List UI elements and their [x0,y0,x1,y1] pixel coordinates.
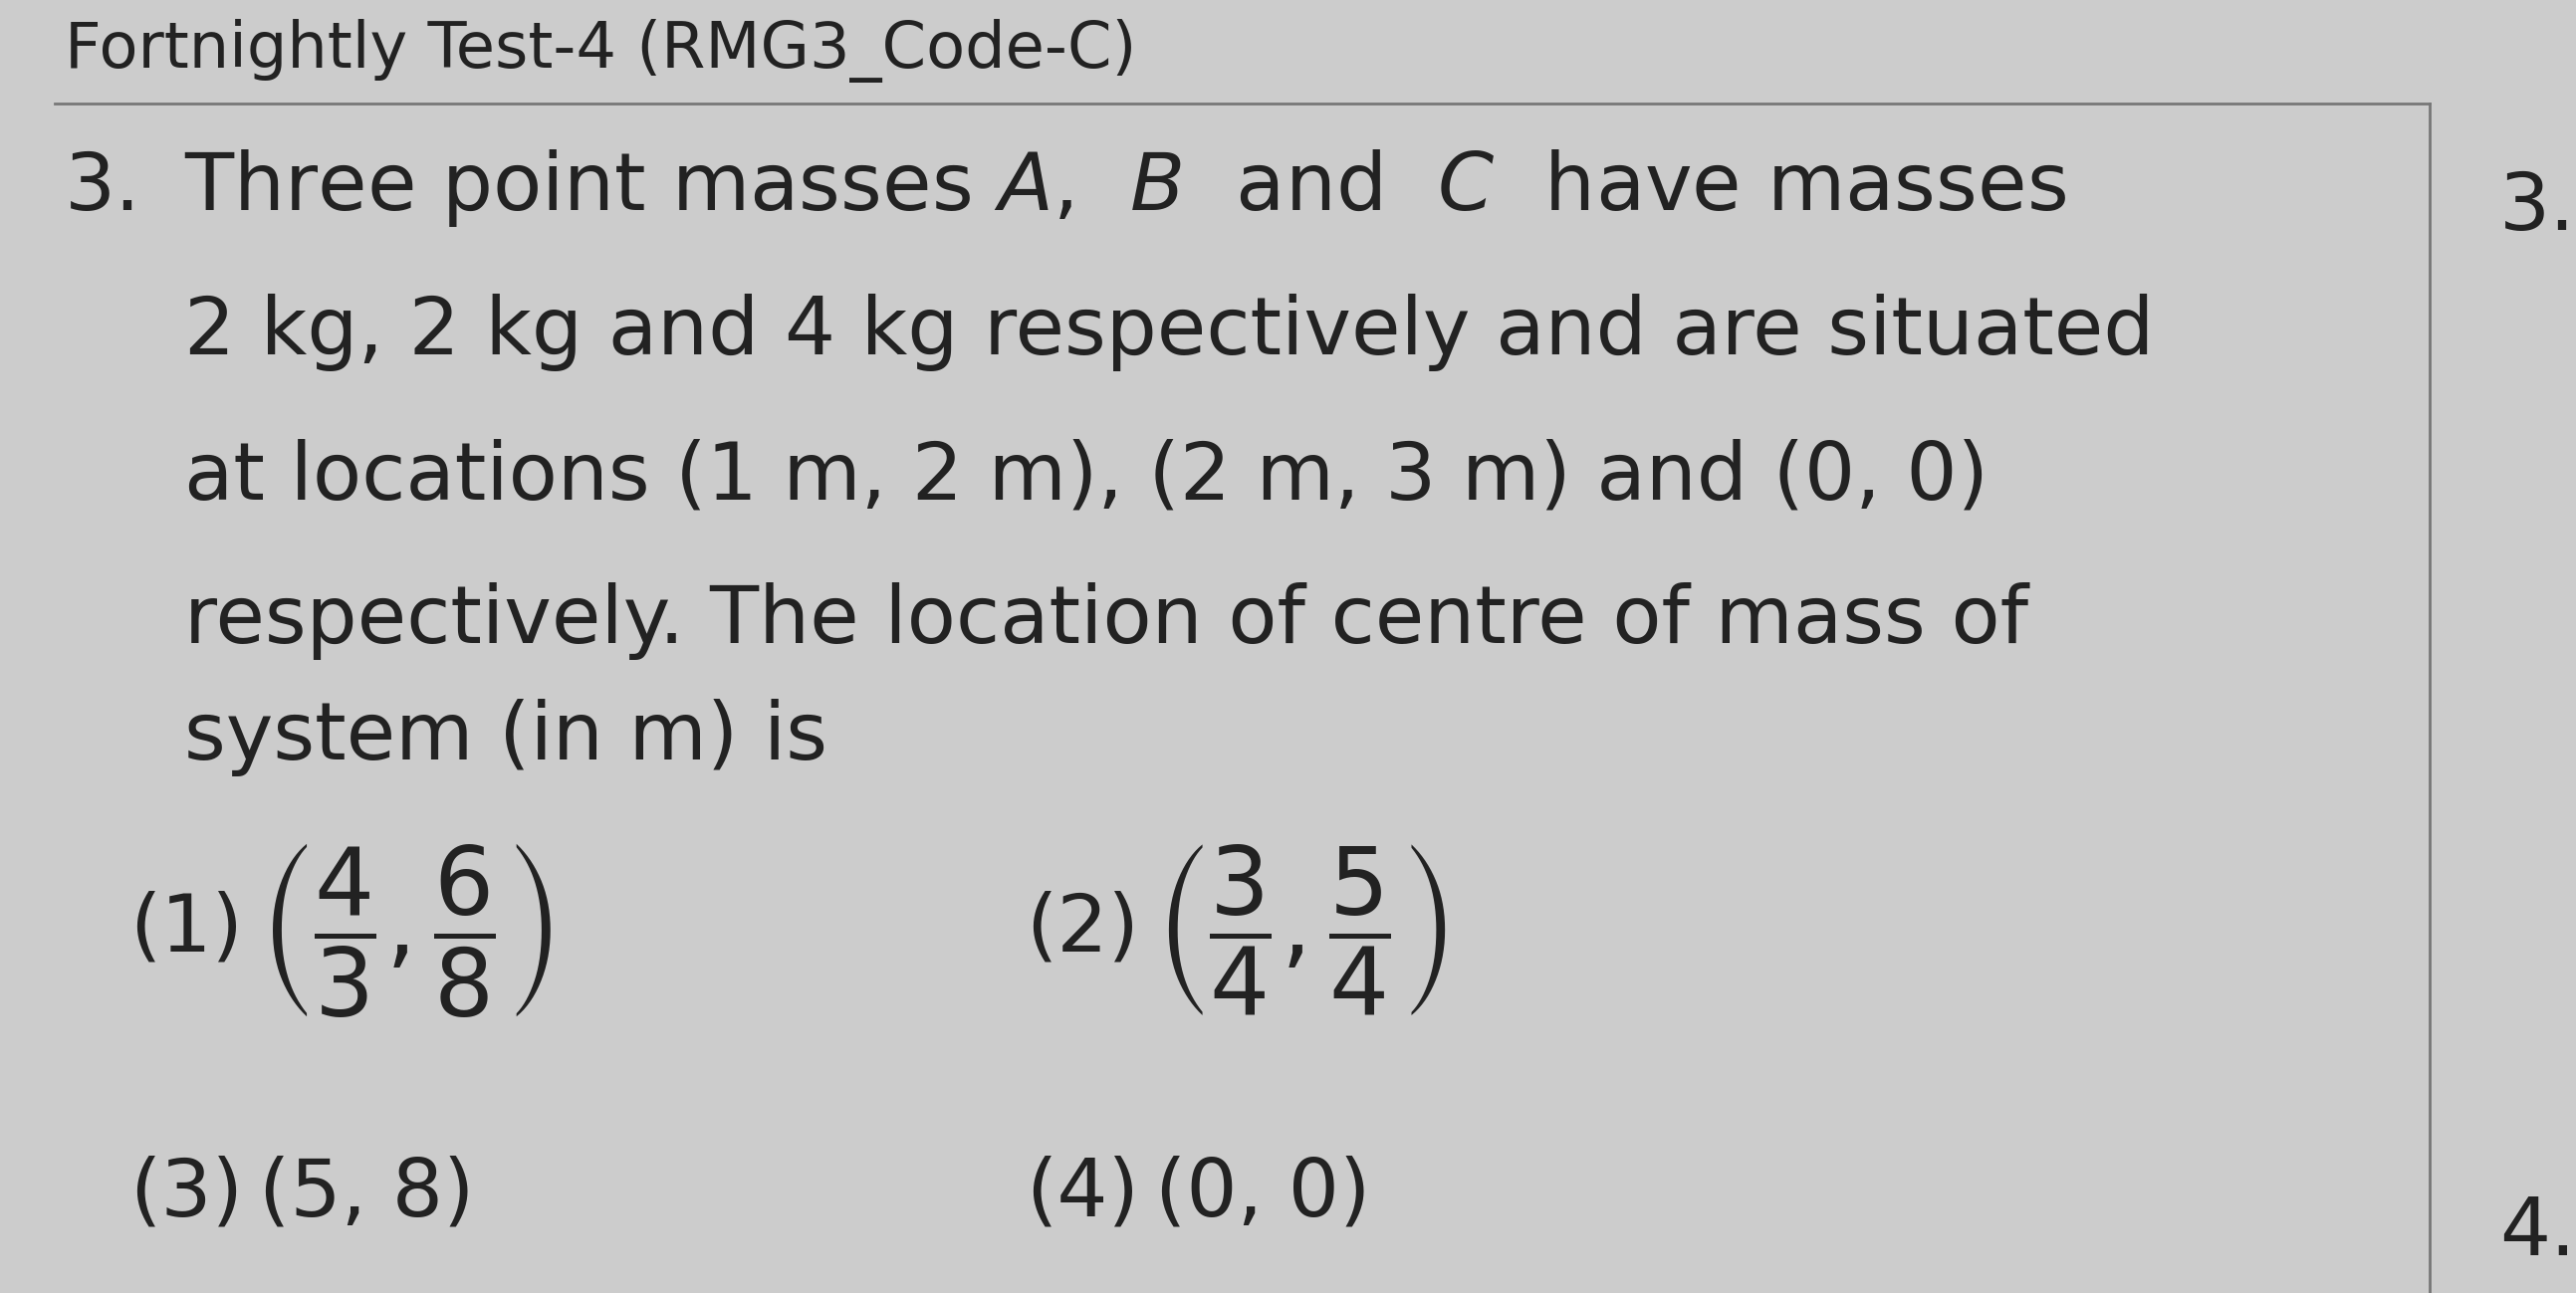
Text: Three point masses $\mathit{A}$,  $\mathit{B}$  and  $\mathit{C}$  have masses: Three point masses $\mathit{A}$, $\mathi… [185,147,2066,229]
Text: (0, 0): (0, 0) [1154,1155,1370,1232]
Text: at locations (1 m, 2 m), (2 m, 3 m) and (0, 0): at locations (1 m, 2 m), (2 m, 3 m) and … [185,438,1989,516]
Text: $\left(\dfrac{4}{3},\dfrac{6}{8}\right)$: $\left(\dfrac{4}{3},\dfrac{6}{8}\right)$ [260,840,551,1019]
Text: 3.: 3. [2499,169,2576,247]
Text: 4.: 4. [2499,1195,2576,1272]
Text: (1): (1) [129,891,242,968]
Text: respectively. The location of centre of mass of: respectively. The location of centre of … [185,582,2027,659]
Text: 3.: 3. [64,149,142,228]
Text: (5, 8): (5, 8) [260,1155,474,1232]
Text: Fortnightly Test-4 (RMG3_Code-C): Fortnightly Test-4 (RMG3_Code-C) [64,19,1136,83]
Text: (2): (2) [1025,891,1139,968]
Text: system (in m) is: system (in m) is [185,698,827,776]
Text: (4): (4) [1025,1155,1139,1232]
Text: 2 kg, 2 kg and 4 kg respectively and are situated: 2 kg, 2 kg and 4 kg respectively and are… [185,294,2154,371]
Text: $\left(\dfrac{3}{4},\dfrac{5}{4}\right)$: $\left(\dfrac{3}{4},\dfrac{5}{4}\right)$ [1154,842,1448,1018]
Text: (3): (3) [129,1155,242,1232]
